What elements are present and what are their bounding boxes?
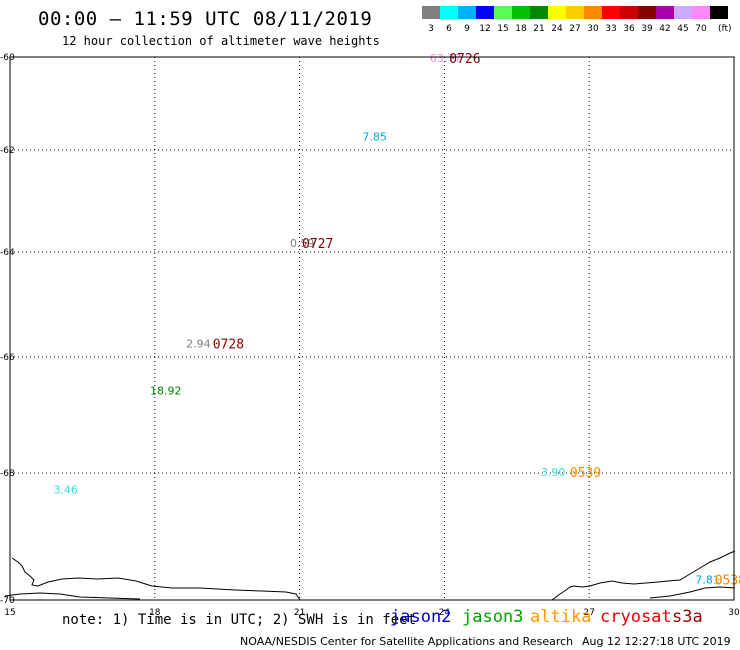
legend-swatch <box>458 6 476 19</box>
legend-label: 6 <box>446 24 452 34</box>
legend-label: 18 <box>515 24 527 34</box>
legend-swatch <box>548 6 566 19</box>
latitude-tick-label: -64 <box>0 248 15 258</box>
legend-label: 45 <box>677 24 689 34</box>
coastline-east <box>551 550 736 601</box>
legend-label: 33 <box>605 24 617 34</box>
pass-time-label: 0726 <box>449 52 480 67</box>
legend-swatch <box>620 6 638 19</box>
map-grid <box>10 57 734 600</box>
longitude-tick-label: 27 <box>583 608 594 618</box>
map-frame <box>9 56 735 601</box>
coastline-west <box>11 557 301 601</box>
legend-swatch <box>512 6 530 19</box>
legend-label: 12 <box>479 24 491 34</box>
longitude-tick-label: 18 <box>149 608 161 618</box>
legend-label: 30 <box>587 24 599 34</box>
legend-label: 24 <box>551 24 563 34</box>
legend-swatch <box>656 6 674 19</box>
pass-time-label: 0727 <box>302 237 333 252</box>
wave-height-label: 3.46 <box>53 484 78 497</box>
legend-label: 39 <box>641 24 653 34</box>
generated-timestamp: Aug 12 12:27:18 UTC 2019 <box>582 635 731 648</box>
coastline-west-shelf <box>4 592 141 600</box>
credit-line: NOAA/NESDIS Center for Satellite Applica… <box>240 635 574 648</box>
legend-unit: (ft) <box>718 24 732 34</box>
legend-label: 3 <box>428 24 434 34</box>
legend-swatch <box>422 6 440 19</box>
wave-height-label: 63.77 <box>430 52 462 65</box>
pass-time-label: 0539 <box>570 466 601 481</box>
observation-marks: 63.77 7.85 0.59 2.94 18.92 3.46 3.90 7.81 0726 07… <box>53 52 740 589</box>
latitude-tick-label: -62 <box>0 146 15 156</box>
satellite-name: jason2 <box>390 607 452 627</box>
longitude-tick-label: 21 <box>294 608 305 618</box>
legend-swatch <box>494 6 512 19</box>
satellite-name: altika <box>530 607 592 627</box>
legend-label: 27 <box>569 24 581 34</box>
legend-label: 21 <box>533 24 545 34</box>
page-subtitle: 12 hour collection of altimeter wave hei… <box>62 34 380 48</box>
legend-swatch <box>692 6 710 19</box>
wave-height-label: 0.59 <box>290 237 315 250</box>
footer-note: note: 1) Time is in UTC; 2) SWH is in fe… <box>62 612 417 628</box>
pass-time-label: 0728 <box>213 337 244 352</box>
wave-height-label: 7.81 <box>695 574 720 587</box>
satellite-name: cryosat <box>600 607 672 627</box>
longitude-tick-label: 24 <box>439 608 451 618</box>
latitude-tick-label: -68 <box>0 469 15 479</box>
legend-swatch <box>602 6 620 19</box>
legend-swatch <box>584 6 602 19</box>
map-axes: 15 18 21 24 27 30 -60 -62 -64 -66 -68 -70 <box>0 53 740 618</box>
pass-time-label: 0538 <box>715 574 740 589</box>
satellite-name: jason3 <box>462 607 524 627</box>
legend-label: 9 <box>464 24 470 34</box>
longitude-tick-label: 15 <box>4 608 15 618</box>
latitude-tick-label: -70 <box>0 596 15 606</box>
wave-height-label: 7.85 <box>362 131 387 144</box>
wave-height-label: 3.90 <box>541 466 566 479</box>
legend-label: 70 <box>695 24 707 34</box>
wave-height-label: 2.94 <box>186 337 211 350</box>
legend-swatch <box>674 6 692 19</box>
legend-swatch <box>476 6 494 19</box>
legend-swatch <box>710 6 728 19</box>
legend-label: 42 <box>659 24 671 34</box>
legend-label: 15 <box>497 24 509 34</box>
longitude-tick-label: 30 <box>728 608 740 618</box>
legend-swatch <box>440 6 458 19</box>
legend-swatch <box>638 6 656 19</box>
satellite-name: s3a <box>672 607 703 627</box>
latitude-tick-label: -60 <box>0 53 15 63</box>
page-title: 00:00 – 11:59 UTC 08/11/2019 <box>38 8 373 30</box>
legend-swatch <box>530 6 548 19</box>
wave-height-label: 18.92 <box>150 385 182 398</box>
legend-label: 36 <box>623 24 635 34</box>
coastline-east-shelf <box>649 586 736 599</box>
latitude-tick-label: -66 <box>0 353 15 363</box>
legend-swatch <box>566 6 584 19</box>
